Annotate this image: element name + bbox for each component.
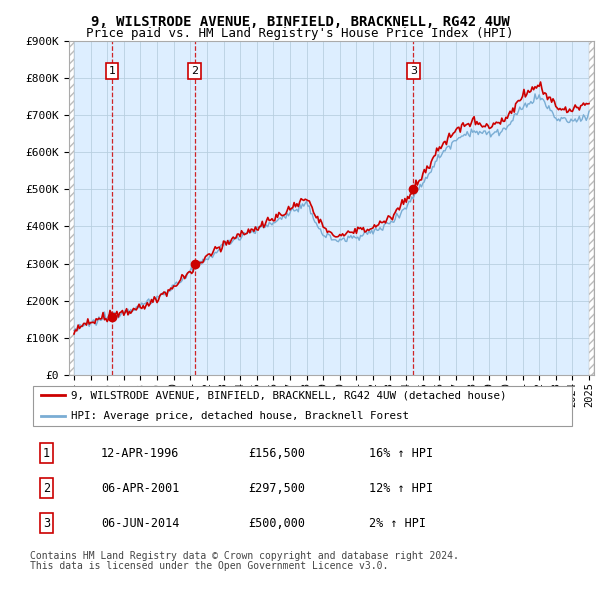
Text: 06-JUN-2014: 06-JUN-2014: [101, 517, 179, 530]
Text: 9, WILSTRODE AVENUE, BINFIELD, BRACKNELL, RG42 4UW: 9, WILSTRODE AVENUE, BINFIELD, BRACKNELL…: [91, 15, 509, 30]
Text: 3: 3: [410, 66, 417, 76]
Text: £297,500: £297,500: [248, 481, 305, 495]
Text: 9, WILSTRODE AVENUE, BINFIELD, BRACKNELL, RG42 4UW (detached house): 9, WILSTRODE AVENUE, BINFIELD, BRACKNELL…: [71, 391, 506, 401]
Text: 2: 2: [43, 481, 50, 495]
Text: 2% ↑ HPI: 2% ↑ HPI: [368, 517, 425, 530]
Text: HPI: Average price, detached house, Bracknell Forest: HPI: Average price, detached house, Brac…: [71, 411, 409, 421]
Text: £156,500: £156,500: [248, 447, 305, 460]
Text: 06-APR-2001: 06-APR-2001: [101, 481, 179, 495]
Text: 1: 1: [109, 66, 115, 76]
Text: Price paid vs. HM Land Registry's House Price Index (HPI): Price paid vs. HM Land Registry's House …: [86, 27, 514, 40]
Text: 16% ↑ HPI: 16% ↑ HPI: [368, 447, 433, 460]
Text: This data is licensed under the Open Government Licence v3.0.: This data is licensed under the Open Gov…: [30, 562, 388, 571]
Text: 2: 2: [191, 66, 199, 76]
Text: 12% ↑ HPI: 12% ↑ HPI: [368, 481, 433, 495]
Bar: [69, 41, 74, 375]
Text: 3: 3: [43, 517, 50, 530]
Text: 1: 1: [43, 447, 50, 460]
Text: £500,000: £500,000: [248, 517, 305, 530]
Text: 12-APR-1996: 12-APR-1996: [101, 447, 179, 460]
FancyBboxPatch shape: [33, 386, 572, 425]
Bar: [589, 41, 594, 375]
Text: Contains HM Land Registry data © Crown copyright and database right 2024.: Contains HM Land Registry data © Crown c…: [30, 551, 459, 560]
